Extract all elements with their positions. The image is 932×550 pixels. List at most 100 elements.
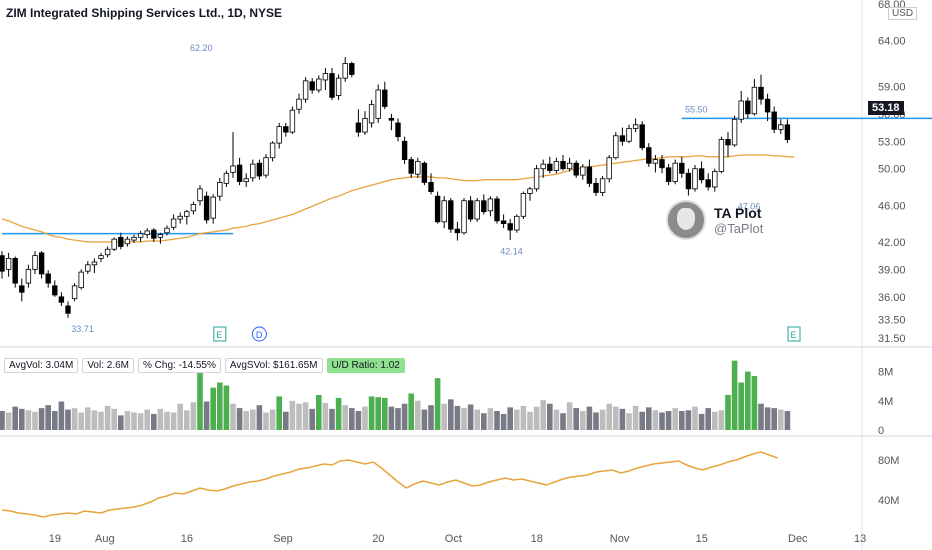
candle [91,261,98,266]
volume-bar [368,396,375,430]
candle [500,220,507,225]
candle [540,163,546,170]
volume-bar [507,407,513,430]
volume-bar [382,397,388,430]
avg-vol-badge: AvgVol: 3.04M [4,358,79,373]
candle [646,147,652,164]
volume-bar [137,413,144,430]
candle [712,171,718,188]
candle [71,285,78,300]
candle [349,63,355,75]
candle [599,178,606,193]
x-tick-label: Nov [610,533,630,545]
earnings-marker [787,326,801,342]
volume-bar [718,410,725,430]
volume-bar [593,412,599,430]
volume-bar [441,403,447,430]
volume-bar [573,408,579,430]
candle [441,200,447,223]
price-annotation: 62.20 [190,43,213,53]
volume-bar [731,360,738,430]
volume-bar [771,408,777,430]
candle [124,238,131,245]
volume-bar [613,406,619,430]
currency-label[interactable]: USD [888,7,918,20]
candle [375,89,381,119]
candle [784,124,791,141]
volume-bar [78,412,84,430]
volume-bar [599,409,606,430]
volume-bar [421,409,428,430]
volume-tick-label: 8M [878,367,893,379]
x-tick-label: 20 [372,533,384,545]
volume-bar [494,411,500,430]
candle [428,182,434,192]
candle [151,229,157,239]
volume-tick-label: 0 [878,425,884,437]
volume-bar [665,411,672,430]
candle [217,182,223,197]
candle [454,228,461,234]
price-tick-label: 68.00 [878,0,906,11]
candle [177,215,183,220]
volume-bar [45,405,51,430]
volume-bar [104,405,111,430]
volume-bar [454,405,461,430]
volume-bar [474,409,480,430]
candle [494,198,500,222]
volume-bar [269,409,276,430]
dividend-marker [251,326,267,342]
candle [778,124,784,130]
event-marker-label: E [791,330,797,340]
candle [5,257,12,270]
volume-bar [566,402,573,430]
volume-bar [672,408,678,430]
candle [52,285,58,296]
candle [210,196,216,219]
candle [573,162,579,176]
candle [25,268,32,284]
candle [474,200,480,220]
candle [263,157,269,176]
volume-bar [500,413,507,430]
candle [12,257,18,284]
volume-bar [164,411,170,430]
price-tick-label: 46.00 [878,200,906,212]
candle [355,122,362,133]
volume-bar [388,406,395,430]
candle [652,159,659,164]
volume-bar [652,410,659,430]
candle [243,178,249,182]
volume-bar [395,408,401,430]
candle [250,163,256,179]
candle [283,126,289,133]
volume-bar [679,411,685,430]
candle [382,89,388,107]
volume-bar [151,413,157,430]
candle [461,200,467,234]
avatar [666,200,706,240]
candle [771,111,777,130]
candle [586,166,593,184]
volume-bar [375,397,381,430]
x-tick-label: 18 [531,533,543,545]
volume-bar [243,411,249,430]
volume-bar [256,405,263,430]
volume-bar [0,411,5,430]
x-tick-label: Dec [788,533,808,545]
candle [533,168,540,190]
candle [197,188,203,202]
candle [58,296,65,303]
volume-bar [533,406,540,430]
volume-bar [296,403,302,430]
candle [137,233,144,238]
candle [659,159,665,169]
x-tick-label: Oct [445,533,462,545]
candle [507,223,513,231]
candle [322,73,329,81]
volume-bar [646,407,652,430]
volume-bar [12,406,18,430]
volume-bar [210,387,216,430]
candle [230,165,236,173]
